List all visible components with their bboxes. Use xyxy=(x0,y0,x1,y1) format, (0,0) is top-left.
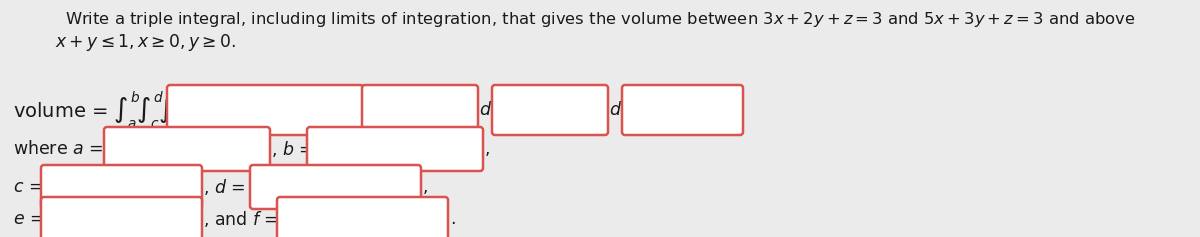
FancyBboxPatch shape xyxy=(104,127,270,171)
Text: $d$: $d$ xyxy=(479,101,492,119)
Text: , and $f$ =: , and $f$ = xyxy=(203,209,278,229)
Text: .: . xyxy=(450,210,456,228)
Text: Write a triple integral, including limits of integration, that gives the volume : Write a triple integral, including limit… xyxy=(65,10,1135,29)
FancyBboxPatch shape xyxy=(362,85,478,135)
Text: $d$: $d$ xyxy=(610,101,622,119)
Text: $c$ =: $c$ = xyxy=(13,178,43,196)
Text: ,: , xyxy=(424,178,428,196)
Text: volume = $\int_a^b\!\int_c^d\!\int_e^f$: volume = $\int_a^b\!\int_c^d\!\int_e^f$ xyxy=(13,89,184,131)
FancyBboxPatch shape xyxy=(41,197,202,237)
FancyBboxPatch shape xyxy=(250,165,421,209)
FancyBboxPatch shape xyxy=(277,197,448,237)
FancyBboxPatch shape xyxy=(307,127,482,171)
FancyBboxPatch shape xyxy=(622,85,743,135)
Text: $e$ =: $e$ = xyxy=(13,210,44,228)
FancyBboxPatch shape xyxy=(41,165,202,209)
Text: $d$: $d$ xyxy=(364,101,377,119)
Text: , $d$ =: , $d$ = xyxy=(203,177,245,197)
Text: where $a$ =: where $a$ = xyxy=(13,140,103,158)
Text: $x + y \leq 1, x \geq 0, y \geq 0.$: $x + y \leq 1, x \geq 0, y \geq 0.$ xyxy=(55,32,236,53)
Text: , $b$ =: , $b$ = xyxy=(271,139,313,159)
FancyBboxPatch shape xyxy=(492,85,608,135)
Text: ,: , xyxy=(485,140,491,158)
FancyBboxPatch shape xyxy=(167,85,364,135)
